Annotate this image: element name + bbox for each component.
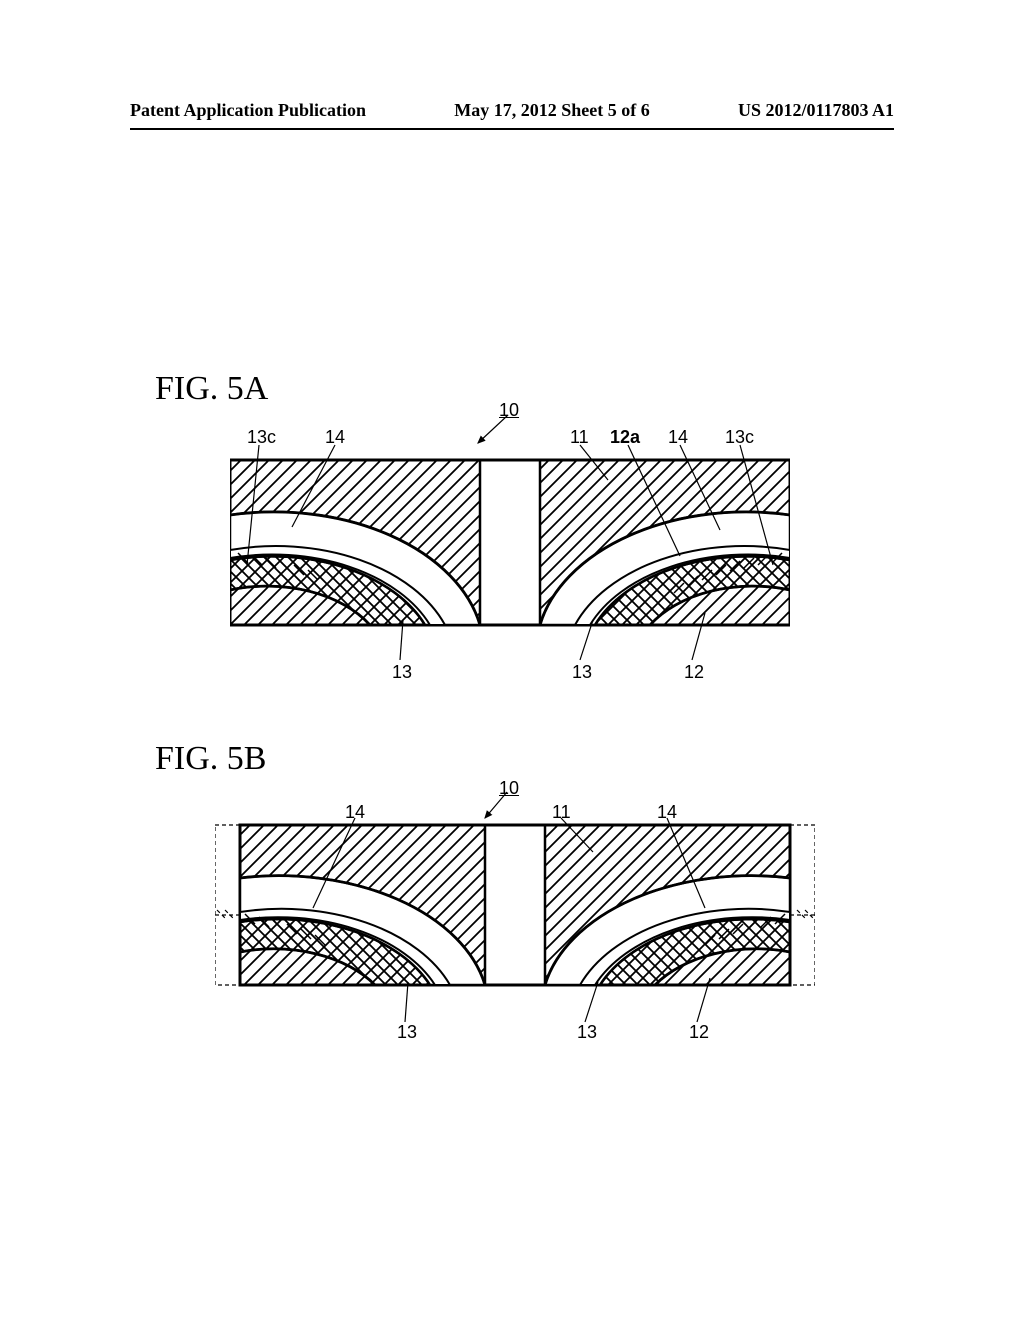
- ref-13c-a-left: 13c: [247, 427, 276, 448]
- ref-13-a-right: 13: [572, 662, 592, 683]
- ref-14-b-right: 14: [657, 802, 677, 823]
- header-divider: [130, 128, 894, 130]
- header-center: May 17, 2012 Sheet 5 of 6: [454, 100, 649, 121]
- ref-10-a: 10: [499, 400, 519, 421]
- ref-12-b: 12: [689, 1022, 709, 1043]
- ref-11-b: 11: [552, 802, 571, 823]
- ref-13-a-left: 13: [392, 662, 412, 683]
- ref-11-a: 11: [570, 427, 589, 448]
- header-left: Patent Application Publication: [130, 100, 366, 121]
- figure-5b-label: FIG. 5B: [155, 740, 266, 778]
- ref-14-b-left: 14: [345, 802, 365, 823]
- ref-13-b-right: 13: [577, 1022, 597, 1043]
- figure-5a-drawing: [230, 415, 790, 675]
- ref-14-a-left: 14: [325, 427, 345, 448]
- header-right: US 2012/0117803 A1: [738, 100, 894, 121]
- ref-13c-a-right: 13c: [725, 427, 754, 448]
- figure-5a-label: FIG. 5A: [155, 370, 268, 408]
- ref-12a-a: 12a: [610, 427, 640, 448]
- ref-13-b-left: 13: [397, 1022, 417, 1043]
- figure-5b-drawing: [215, 790, 815, 1040]
- ref-12-a: 12: [684, 662, 704, 683]
- ref-14-a-right: 14: [668, 427, 688, 448]
- ref-10-b: 10: [499, 778, 519, 799]
